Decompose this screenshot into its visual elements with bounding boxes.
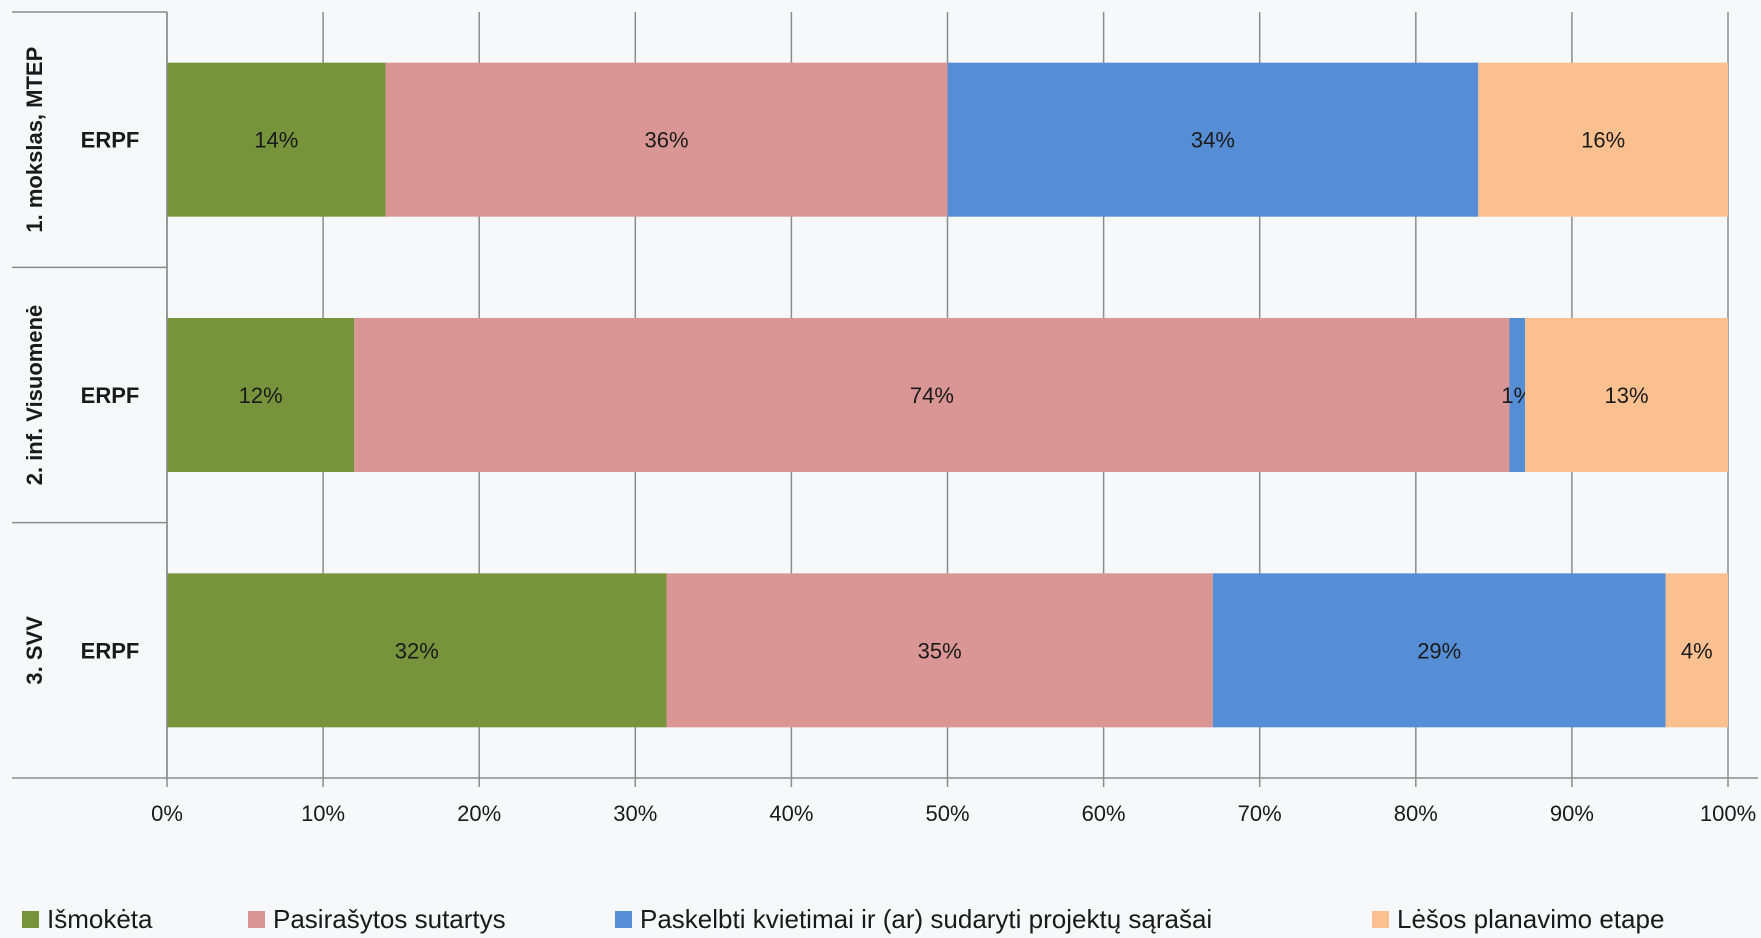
x-tick-label: 20% xyxy=(457,801,501,826)
x-tick-labels: 0% 10% 20% 30% 40% 50% 60% 70% 80% 90% 100% xyxy=(151,801,1756,826)
legend-swatch xyxy=(22,911,39,928)
legend-swatch xyxy=(1372,911,1389,928)
data-label: 13% xyxy=(1605,383,1649,408)
bar-segment xyxy=(1509,318,1526,472)
axes xyxy=(12,11,1758,787)
data-label: 14% xyxy=(254,128,298,153)
x-tick-label: 0% xyxy=(151,801,183,826)
bar-segment xyxy=(1212,573,1666,728)
bar-segment xyxy=(385,62,948,217)
category-labels: ERPF 1. mokslas, MTEP ERPF 2. inf. Visuomen… xyxy=(22,47,139,685)
bar-segment xyxy=(167,573,667,728)
bar-segment xyxy=(1665,573,1728,728)
bar-segment xyxy=(167,62,386,217)
x-tick-label: 70% xyxy=(1238,801,1282,826)
x-tick-label: 30% xyxy=(613,801,657,826)
legend-label: Pasirašytos sutartys xyxy=(273,904,506,934)
legend-item: Paskelbti kvietimai ir (ar) sudaryti pro… xyxy=(615,904,1212,935)
data-label: 16% xyxy=(1581,128,1625,153)
data-label: 32% xyxy=(395,638,439,663)
bar-segment xyxy=(1478,62,1728,217)
category-label: ERPF xyxy=(81,638,140,663)
legend-item: Lėšos planavimo etape xyxy=(1372,904,1664,935)
bar-segment xyxy=(666,573,1213,728)
x-tick-label: 40% xyxy=(769,801,813,826)
data-label: 34% xyxy=(1191,128,1235,153)
legend-label: Lėšos planavimo etape xyxy=(1397,904,1665,934)
x-tick-label: 10% xyxy=(301,801,345,826)
x-tick-label: 60% xyxy=(1082,801,1126,826)
data-label: 35% xyxy=(918,638,962,663)
legend-swatch xyxy=(248,911,265,928)
bar-segment xyxy=(354,318,1510,472)
data-label: 36% xyxy=(644,128,688,153)
legend-item: Pasirašytos sutartys xyxy=(248,904,506,935)
legend-label: Išmokėta xyxy=(47,904,153,934)
data-label: 29% xyxy=(1417,638,1461,663)
category-label: ERPF xyxy=(81,128,140,153)
group-label: 1. mokslas, MTEP xyxy=(22,47,47,233)
data-label: 12% xyxy=(239,383,283,408)
data-label: 74% xyxy=(910,383,954,408)
category-label: ERPF xyxy=(81,383,140,408)
group-label: 2. inf. Visuomenė xyxy=(22,305,47,486)
bar-segment xyxy=(167,318,355,472)
x-tick-label: 50% xyxy=(925,801,969,826)
bars: 14% 36% 34% 16%12% 74% 1% 13%32% 35% 29% 4% xyxy=(167,62,1728,728)
x-tick-label: 100% xyxy=(1700,801,1756,826)
data-label: 4% xyxy=(1681,638,1713,663)
legend-label: Paskelbti kvietimai ir (ar) sudaryti pro… xyxy=(640,904,1213,934)
bar-segment xyxy=(1525,318,1728,472)
group-label: 3. SVV xyxy=(22,616,47,685)
legend-swatch xyxy=(615,911,632,928)
legend-item: Išmokėta xyxy=(22,904,153,935)
x-tick-label: 90% xyxy=(1550,801,1594,826)
bar-segment xyxy=(947,62,1479,217)
x-tick-label: 80% xyxy=(1394,801,1438,826)
